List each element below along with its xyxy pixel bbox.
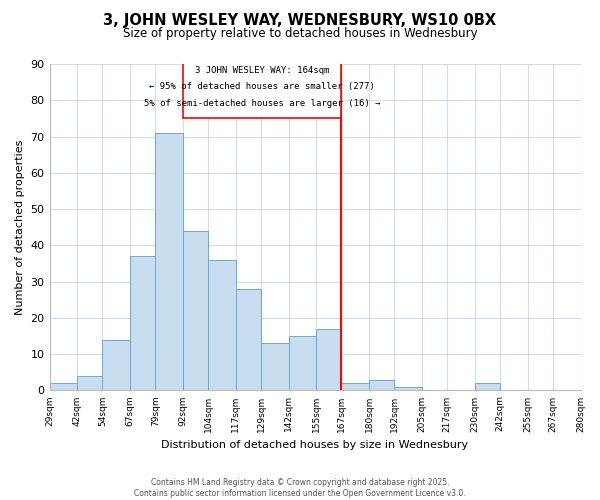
Text: 5% of semi-detached houses are larger (16) →: 5% of semi-detached houses are larger (1… <box>144 99 380 108</box>
Text: ← 95% of detached houses are smaller (277): ← 95% of detached houses are smaller (27… <box>149 82 375 92</box>
Text: Contains HM Land Registry data © Crown copyright and database right 2025.
Contai: Contains HM Land Registry data © Crown c… <box>134 478 466 498</box>
Bar <box>183 231 208 390</box>
Bar <box>155 133 183 390</box>
Bar <box>236 289 261 390</box>
Text: 3 JOHN WESLEY WAY: 164sqm: 3 JOHN WESLEY WAY: 164sqm <box>195 66 329 75</box>
Bar <box>394 387 422 390</box>
Text: 3, JOHN WESLEY WAY, WEDNESBURY, WS10 0BX: 3, JOHN WESLEY WAY, WEDNESBURY, WS10 0BX <box>103 12 497 28</box>
X-axis label: Distribution of detached houses by size in Wednesbury: Distribution of detached houses by size … <box>161 440 469 450</box>
Y-axis label: Number of detached properties: Number of detached properties <box>15 140 25 315</box>
Bar <box>183 60 341 118</box>
Bar <box>208 260 236 390</box>
Bar <box>475 383 500 390</box>
Bar <box>103 340 130 390</box>
Bar <box>369 380 394 390</box>
Bar <box>261 344 289 390</box>
Bar <box>50 383 77 390</box>
Bar <box>289 336 316 390</box>
Bar <box>341 383 369 390</box>
Bar <box>316 329 341 390</box>
Bar <box>77 376 103 390</box>
Text: Size of property relative to detached houses in Wednesbury: Size of property relative to detached ho… <box>122 28 478 40</box>
Bar <box>130 256 155 390</box>
